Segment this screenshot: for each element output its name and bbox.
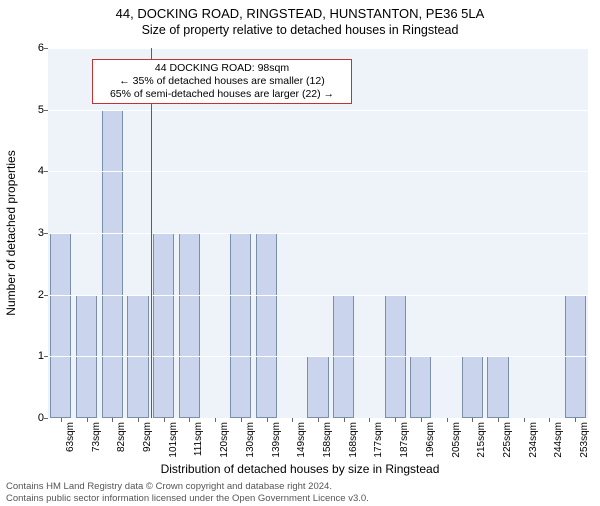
xtick-mark [215,418,216,422]
chart-title: 44, DOCKING ROAD, RINGSTEAD, HUNSTANTON,… [0,6,600,21]
xtick-mark [344,418,345,422]
ytick-mark [44,356,48,357]
xtick-label: 234sqm [528,422,539,458]
xtick-label: 130sqm [245,422,256,458]
bar [102,110,123,418]
xtick-mark [447,418,448,422]
bar [256,233,277,418]
ytick-mark [44,110,48,111]
xtick-label: 225sqm [502,422,513,458]
ytick-label: 1 [24,350,44,362]
xtick-mark [575,418,576,422]
annotation-line3: 65% of semi-detached houses are larger (… [99,88,345,101]
xtick-label: 253sqm [579,422,590,458]
xtick-label: 82sqm [116,422,127,452]
gridline [48,233,588,234]
xtick-mark [138,418,139,422]
y-axis-label: Number of detached properties [4,68,18,233]
ytick-mark [44,171,48,172]
xtick-mark [549,418,550,422]
footer-text: Contains HM Land Registry data © Crown c… [6,481,369,504]
ytick-label: 5 [24,104,44,116]
bar [179,233,200,418]
ytick-label: 3 [24,227,44,239]
chart-subtitle: Size of property relative to detached ho… [0,23,600,37]
xtick-mark [241,418,242,422]
ytick-mark [44,295,48,296]
annotation-box: 44 DOCKING ROAD: 98sqm ← 35% of detached… [92,59,352,104]
xtick-mark [472,418,473,422]
xtick-label: 168sqm [348,422,359,458]
gridline [48,110,588,111]
x-axis-label: Distribution of detached houses by size … [0,462,600,476]
xtick-mark [112,418,113,422]
xtick-label: 158sqm [322,422,333,458]
xtick-mark [369,418,370,422]
xtick-label: 244sqm [553,422,564,458]
ytick-label: 0 [24,412,44,424]
bar [230,233,251,418]
annotation-line1: 44 DOCKING ROAD: 98sqm [99,62,345,75]
xtick-mark [292,418,293,422]
gridline [48,171,588,172]
gridline [48,356,588,357]
xtick-mark [189,418,190,422]
ytick-mark [44,233,48,234]
xtick-label: 101sqm [168,422,179,458]
xtick-mark [395,418,396,422]
xtick-label: 63sqm [65,422,76,452]
xtick-label: 139sqm [271,422,282,458]
annotation-line2: ← 35% of detached houses are smaller (12… [99,75,345,88]
xtick-mark [498,418,499,422]
ytick-mark [44,418,48,419]
xtick-mark [421,418,422,422]
footer-line2: Contains public sector information licen… [6,493,369,504]
bar [307,356,328,418]
xtick-label: 73sqm [91,422,102,452]
xtick-label: 187sqm [399,422,410,458]
ytick-label: 2 [24,289,44,301]
xtick-label: 205sqm [451,422,462,458]
chart-container: 44, DOCKING ROAD, RINGSTEAD, HUNSTANTON,… [0,6,600,506]
xtick-mark [524,418,525,422]
bar [462,356,483,418]
xtick-label: 92sqm [142,422,153,452]
footer-line1: Contains HM Land Registry data © Crown c… [6,481,369,492]
bar [410,356,431,418]
bar [153,233,174,418]
xtick-mark [61,418,62,422]
gridline [48,295,588,296]
ytick-label: 4 [24,165,44,177]
xtick-mark [267,418,268,422]
xtick-label: 215sqm [476,422,487,458]
xtick-label: 149sqm [296,422,307,458]
xtick-label: 196sqm [425,422,436,458]
xtick-label: 177sqm [373,422,384,458]
gridline [48,48,588,49]
bar [487,356,508,418]
bar [50,233,71,418]
xtick-mark [164,418,165,422]
ytick-label: 6 [24,42,44,54]
ytick-mark [44,48,48,49]
xtick-label: 120sqm [219,422,230,458]
xtick-label: 111sqm [193,422,204,456]
xtick-mark [87,418,88,422]
xtick-mark [318,418,319,422]
